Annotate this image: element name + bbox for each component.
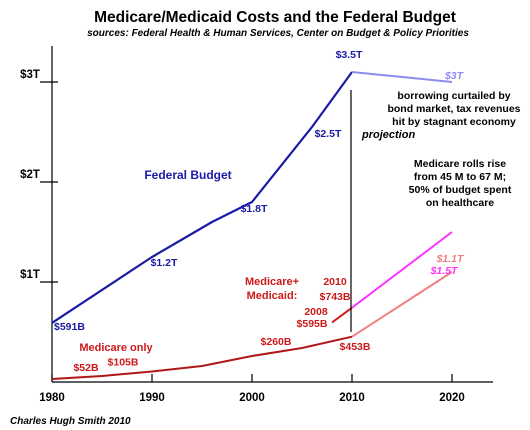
data-label: $105B [108, 357, 139, 369]
medicare-projection-line [351, 271, 453, 338]
data-label: 2010 [323, 276, 347, 288]
data-label: 2008 [304, 306, 328, 318]
y-tick-label: $2T [20, 169, 40, 181]
federal-budget-label: Federal Budget [144, 168, 231, 182]
x-tick-label: 2010 [339, 392, 365, 404]
x-tick-label: 1990 [139, 392, 165, 404]
medicare-only-label: Medicare only [79, 342, 153, 354]
borrowing-line-2: bond market, tax revenues [387, 103, 520, 115]
federal-budget-line [51, 71, 353, 324]
data-label: $260B [261, 336, 292, 348]
x-tick-label: 1980 [39, 392, 65, 404]
y-tick-label: $1T [20, 269, 40, 281]
data-label: $453B [340, 341, 371, 353]
projection-label: projection [361, 129, 415, 141]
medicare-medicaid-line [331, 306, 353, 324]
chart-title: Medicare/Medicaid Costs and the Federal … [94, 9, 456, 26]
chart-subtitle: sources: Federal Health & Human Services… [87, 28, 469, 39]
data-label: $52B [73, 362, 99, 374]
x-tick-label: 2020 [439, 392, 465, 404]
medicare-medicaid-projection-line [351, 231, 453, 309]
borrowing-line-3: hit by stagnant economy [392, 116, 516, 128]
borrowing-line-1: borrowing curtailed by [397, 90, 510, 102]
data-label: $743B [320, 291, 351, 303]
rolls-line-4: on healthcare [426, 197, 494, 209]
data-label: $1.8T [241, 203, 268, 215]
rolls-line-3: 50% of budget spent [409, 184, 512, 196]
data-label: $2.5T [315, 128, 342, 140]
rolls-line-1: Medicare rolls rise [414, 158, 506, 170]
data-label: $3.5T [336, 49, 363, 61]
federal-budget-projection-line [351, 71, 453, 83]
medicaid-label-line2: Medicaid: [247, 290, 298, 302]
y-tick-label: $3T [20, 69, 40, 81]
medicaid-label-line1: Medicare+ [245, 276, 299, 288]
data-label: $595B [297, 318, 328, 330]
rolls-line-2: from 45 M to 67 M; [414, 171, 506, 183]
data-label: $1.2T [151, 257, 178, 269]
data-label: $1.5T [430, 265, 459, 277]
credit: Charles Hugh Smith 2010 [10, 416, 131, 427]
data-label: $1.1T [436, 253, 465, 265]
data-label: $591B [54, 321, 85, 333]
medicare-only-line [51, 335, 353, 380]
data-label: $3T [444, 70, 465, 82]
x-tick-label: 2000 [239, 392, 265, 404]
